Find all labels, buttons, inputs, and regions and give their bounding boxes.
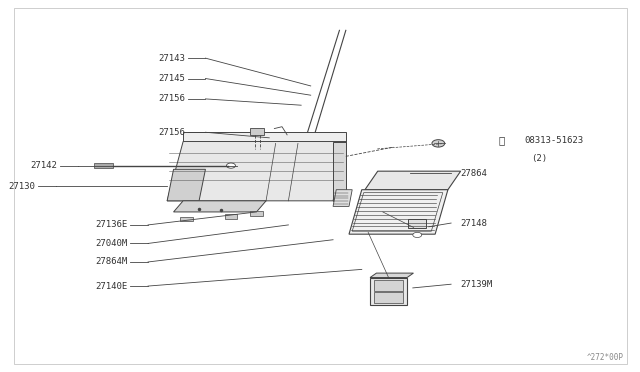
Bar bbox=[225, 214, 237, 219]
Text: 27140E: 27140E bbox=[95, 282, 127, 291]
Polygon shape bbox=[333, 190, 352, 206]
Text: 08313-51623: 08313-51623 bbox=[524, 136, 584, 145]
Bar bbox=[180, 217, 193, 221]
Text: 27156: 27156 bbox=[158, 128, 185, 137]
Polygon shape bbox=[370, 273, 413, 278]
Text: 27040M: 27040M bbox=[95, 239, 127, 248]
Polygon shape bbox=[167, 169, 205, 201]
Bar bbox=[374, 292, 403, 304]
Bar bbox=[370, 278, 407, 305]
Text: 27156: 27156 bbox=[158, 94, 185, 103]
Polygon shape bbox=[173, 201, 266, 212]
Circle shape bbox=[432, 140, 445, 147]
Polygon shape bbox=[167, 141, 346, 201]
Text: 27145: 27145 bbox=[158, 74, 185, 83]
Polygon shape bbox=[349, 190, 448, 234]
Text: 27143: 27143 bbox=[158, 54, 185, 62]
Bar bbox=[94, 163, 113, 168]
Circle shape bbox=[227, 163, 236, 168]
Text: 27864M: 27864M bbox=[95, 257, 127, 266]
Bar bbox=[250, 211, 263, 216]
Text: 27139M: 27139M bbox=[461, 280, 493, 289]
Text: 27148: 27148 bbox=[461, 219, 488, 228]
Polygon shape bbox=[365, 171, 461, 190]
Text: 27142: 27142 bbox=[31, 161, 58, 170]
Text: 27136E: 27136E bbox=[95, 221, 127, 230]
Text: 27130: 27130 bbox=[8, 182, 35, 190]
Bar bbox=[250, 128, 264, 135]
Text: ^272*00P: ^272*00P bbox=[586, 353, 623, 362]
Text: Ⓢ: Ⓢ bbox=[499, 135, 505, 145]
Bar bbox=[374, 280, 403, 291]
Circle shape bbox=[413, 232, 422, 237]
Polygon shape bbox=[183, 132, 346, 141]
Text: 27864: 27864 bbox=[461, 169, 488, 177]
Bar bbox=[408, 219, 426, 228]
Text: (2): (2) bbox=[531, 154, 547, 163]
Polygon shape bbox=[333, 141, 346, 201]
